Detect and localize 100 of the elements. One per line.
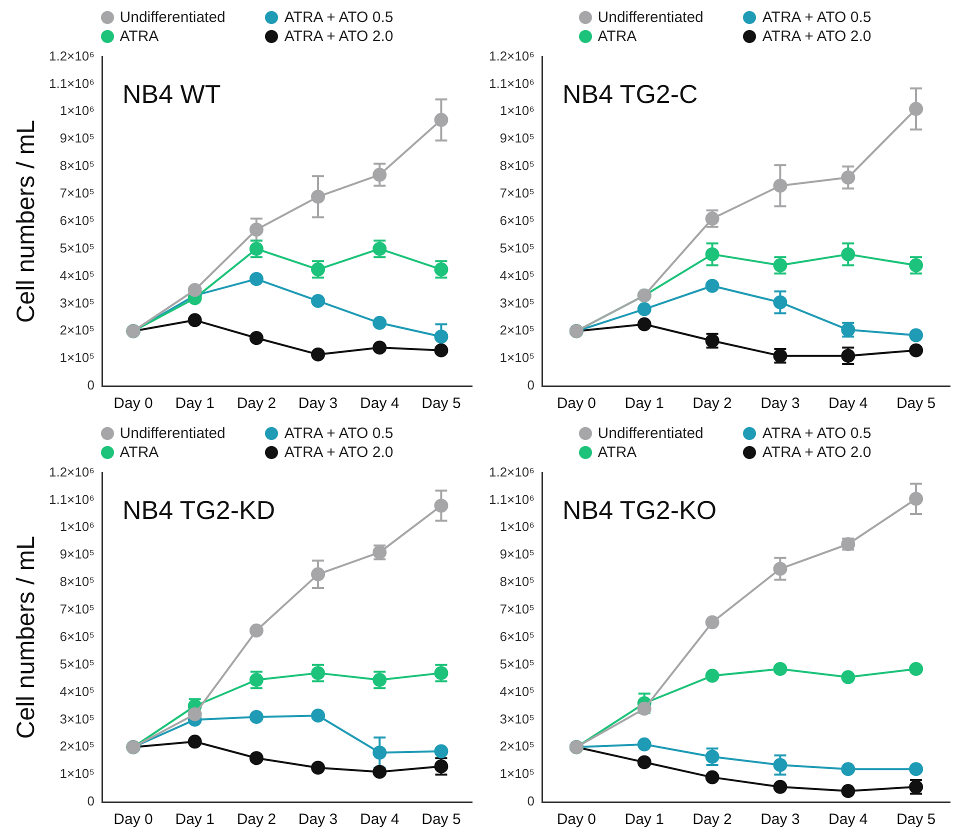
point xyxy=(372,764,387,779)
legend-label: ATRA + ATO 2.0 xyxy=(284,444,394,462)
y-tick-label: 1.2×10⁶ xyxy=(488,48,534,64)
x-tick-label: Day 5 xyxy=(896,811,936,828)
y-tick-label: 4×10⁵ xyxy=(60,684,94,699)
y-tick-label: 8×10⁵ xyxy=(500,574,534,590)
point xyxy=(249,222,264,237)
point xyxy=(637,317,652,332)
legend-label: Undifferentiated xyxy=(120,424,226,442)
point xyxy=(705,770,720,784)
y-tick-label: 1×10⁶ xyxy=(60,103,94,118)
legend-label: ATRA + ATO 2.0 xyxy=(762,444,872,462)
point xyxy=(434,744,448,758)
y-tick-label: 1.1×10⁶ xyxy=(48,76,94,91)
point xyxy=(841,170,856,185)
y-tick-label: 0 xyxy=(87,794,94,809)
legend-label: ATRA + ATO 2.0 xyxy=(762,28,872,46)
point xyxy=(188,313,202,328)
point xyxy=(249,751,264,766)
x-tick-label: Day 1 xyxy=(175,395,214,412)
y-tick-label: 4×10⁵ xyxy=(500,684,534,699)
y-tick-label: 5×10⁵ xyxy=(60,656,94,672)
point xyxy=(311,190,326,204)
y-tick-label: 1×10⁶ xyxy=(500,519,534,534)
y-tick-label: 6×10⁵ xyxy=(500,628,534,644)
point xyxy=(188,707,202,722)
point xyxy=(434,343,448,358)
legend-label: ATRA xyxy=(598,28,637,46)
y-tick-label: 5×10⁵ xyxy=(60,240,94,256)
y-tick-label: 1.1×10⁶ xyxy=(488,492,534,507)
x-tick-label: Day 1 xyxy=(175,811,214,828)
y-tick-label: 3×10⁵ xyxy=(500,295,534,310)
y-tick-label: 6×10⁵ xyxy=(60,628,94,644)
y-axis-title: Cell numbers / mL xyxy=(12,536,40,739)
y-tick-label: 7×10⁵ xyxy=(60,602,94,617)
y-tick-label: 4×10⁵ xyxy=(500,268,534,283)
y-axis-title: Cell numbers / mL xyxy=(12,120,40,323)
x-tick-label: Day 0 xyxy=(114,811,153,828)
legend-label: Undifferentiated xyxy=(120,8,226,26)
y-tick-label: 2×10⁵ xyxy=(500,738,534,754)
point xyxy=(773,178,788,193)
y-tick-label: 1.1×10⁶ xyxy=(48,492,94,507)
point xyxy=(249,710,264,724)
x-tick-label: Day 1 xyxy=(624,811,664,828)
point xyxy=(909,328,924,342)
legend-label: ATRA xyxy=(120,28,159,46)
point xyxy=(372,746,387,760)
y-tick-label: 9×10⁵ xyxy=(60,130,94,146)
y-tick-label: 1×10⁵ xyxy=(500,766,534,782)
point xyxy=(705,247,720,262)
point xyxy=(188,734,202,749)
point xyxy=(372,168,387,182)
point xyxy=(637,302,652,316)
x-tick-label: Day 5 xyxy=(422,811,461,828)
x-tick-label: Day 2 xyxy=(692,395,732,412)
x-tick-label: Day 4 xyxy=(828,395,868,412)
legend-label: Undifferentiated xyxy=(598,8,704,26)
y-tick-label: 5×10⁵ xyxy=(500,656,534,672)
point xyxy=(434,112,448,127)
x-tick-label: Day 5 xyxy=(896,395,936,412)
y-tick-label: 9×10⁵ xyxy=(60,546,94,562)
x-tick-label: Day 3 xyxy=(760,811,800,828)
y-tick-label: 1×10⁵ xyxy=(60,350,94,366)
y-tick-label: 3×10⁵ xyxy=(60,295,94,310)
x-tick-label: Day 0 xyxy=(556,395,596,412)
x-tick-label: Day 3 xyxy=(298,811,338,828)
y-tick-label: 6×10⁵ xyxy=(500,212,534,228)
y-tick-label: 8×10⁵ xyxy=(60,158,94,174)
point xyxy=(705,668,720,683)
y-tick-label: 5×10⁵ xyxy=(500,240,534,256)
legend-label: Undifferentiated xyxy=(598,424,704,442)
y-tick-label: 8×10⁵ xyxy=(60,574,94,590)
x-tick-label: Day 3 xyxy=(298,395,338,412)
point xyxy=(434,498,448,513)
y-tick-label: 0 xyxy=(87,378,94,393)
x-tick-label: Day 4 xyxy=(360,395,400,412)
x-tick-label: Day 3 xyxy=(760,395,800,412)
y-tick-label: 1×10⁵ xyxy=(500,350,534,366)
y-tick-label: 1.1×10⁶ xyxy=(488,76,534,91)
y-tick-label: 7×10⁵ xyxy=(500,186,534,201)
x-tick-label: Day 2 xyxy=(236,395,276,412)
y-tick-label: 2×10⁵ xyxy=(60,738,94,754)
y-tick-label: 2×10⁵ xyxy=(60,322,94,338)
text: NB4 TG2-KO xyxy=(562,494,717,525)
point xyxy=(773,295,788,310)
point xyxy=(909,102,924,116)
point xyxy=(372,316,387,330)
legend-label: ATRA + ATO 0.5 xyxy=(284,8,394,26)
point xyxy=(311,760,326,775)
text: NB4 WT xyxy=(122,78,221,109)
point xyxy=(434,330,448,344)
x-tick-label: Day 0 xyxy=(114,395,153,412)
point xyxy=(773,662,788,676)
y-tick-label: 0 xyxy=(527,794,534,809)
point xyxy=(637,702,652,716)
legend-label: ATRA + ATO 2.0 xyxy=(284,28,394,46)
point xyxy=(773,562,788,576)
point xyxy=(637,755,652,770)
y-tick-label: 1.2×10⁶ xyxy=(488,464,534,480)
x-tick-label: Day 5 xyxy=(422,395,461,412)
